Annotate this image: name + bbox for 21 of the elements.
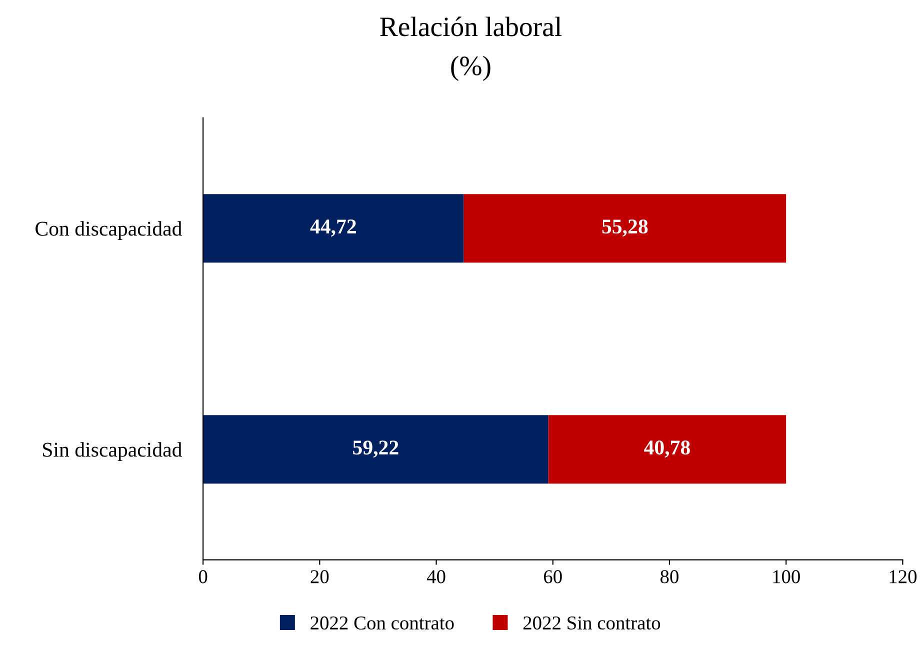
x-tick-label: 100	[773, 570, 800, 584]
chart-title: Relación laboral	[380, 16, 562, 36]
x-tick-label: 80	[660, 570, 678, 584]
data-label: 59,22	[353, 440, 398, 458]
bar	[203, 194, 464, 263]
legend-label: 2022 Con contrato	[310, 616, 454, 630]
x-tick-label: 40	[426, 570, 446, 584]
data-label: 44,72	[310, 220, 356, 237]
y-tick-label: Sin discapacidad	[43, 442, 182, 462]
y-tick-label: Con discapacidad	[36, 221, 182, 240]
legend-label: 2022 Sin contrato	[523, 616, 660, 630]
x-tick-label: 60	[544, 570, 562, 584]
data-label: 40,78	[644, 440, 690, 458]
x-tick-label: 20	[310, 570, 329, 584]
bar	[203, 415, 548, 484]
bar	[548, 415, 786, 484]
x-tick-label: 0	[198, 570, 208, 584]
x-tick-label: 120	[890, 570, 917, 584]
chart-subtitle: (%)	[451, 56, 490, 81]
data-label: 55,28	[602, 219, 648, 237]
bar	[464, 194, 786, 263]
